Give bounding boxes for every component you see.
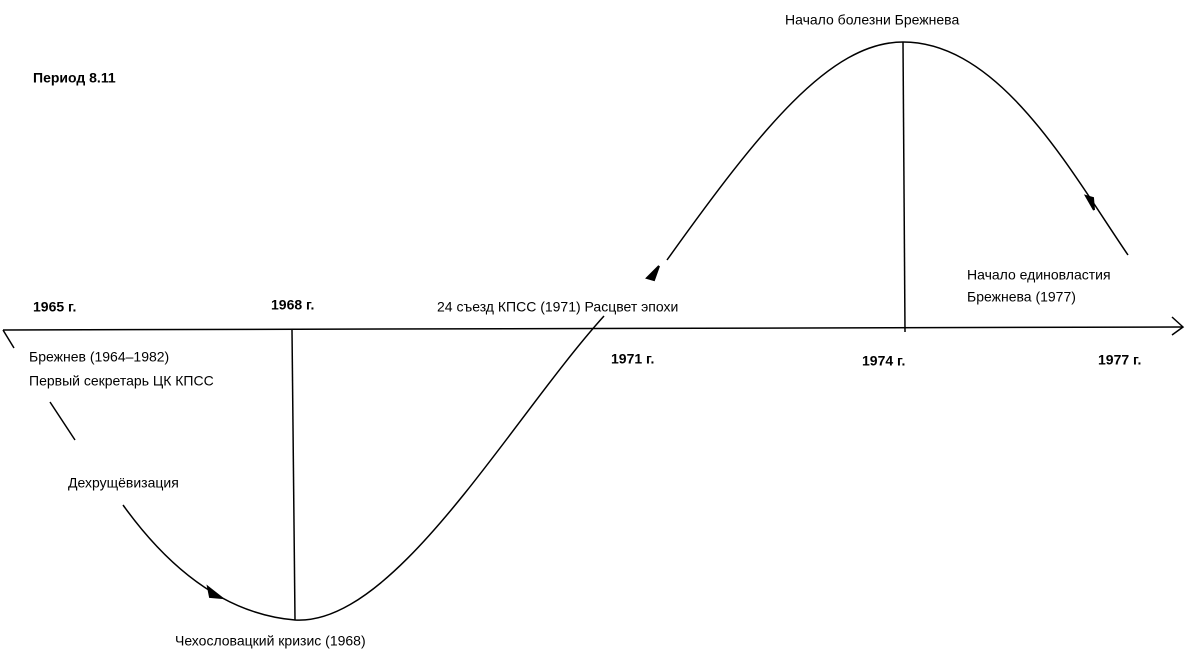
event-label: Начало единовластия [967,267,1111,283]
event-label: Брежнев (1964–1982) [29,349,169,365]
year-label: 1965 г. [33,299,76,315]
curve-arrow [645,265,660,282]
event-label: Начало болезни Брежнева [785,12,959,28]
year-label: 1974 г. [862,353,905,369]
event-label: Чехословацкий кризис (1968) [175,633,366,649]
event-label: 24 съезд КПСС (1971) Расцвет эпохи [437,299,678,315]
event-label: Брежнева (1977) [967,289,1076,305]
year-label: 1968 г. [271,297,314,313]
axis-arrow [1171,316,1185,336]
year-label: 1977 г. [1098,352,1141,368]
curve-arrow [206,584,226,600]
event-label: Первый секретарь ЦК КПСС [29,373,214,389]
vertical-line [291,329,296,621]
vertical-line [902,41,906,333]
curve-arrow [1083,194,1095,211]
axis-start [2,329,15,349]
curve [666,41,1129,261]
title: Период 8.11 [33,70,116,86]
event-label: Дехрущёвизация [68,475,179,491]
year-label: 1971 г. [611,351,654,367]
curve [49,401,76,441]
curve [122,315,605,621]
